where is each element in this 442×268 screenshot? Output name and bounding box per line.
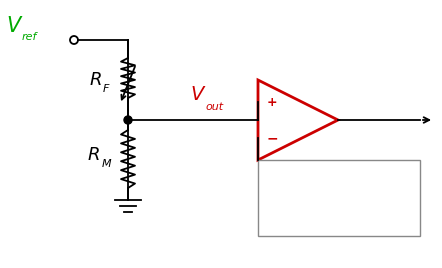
Circle shape (124, 116, 132, 124)
Text: V: V (6, 16, 20, 36)
Text: out: out (205, 102, 223, 112)
Text: +: + (267, 95, 277, 109)
Bar (258, 160, 420, 236)
Text: F: F (103, 84, 109, 94)
Text: ref: ref (22, 32, 38, 42)
Text: M: M (102, 159, 112, 169)
Text: R: R (88, 146, 100, 164)
Text: −: − (266, 131, 278, 145)
Text: R: R (90, 71, 103, 89)
Text: V: V (190, 85, 203, 104)
